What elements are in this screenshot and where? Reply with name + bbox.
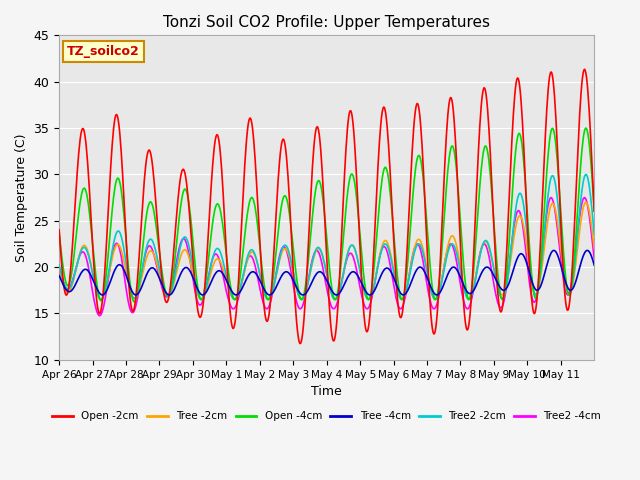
Tree -4cm (383, 265, 390, 271)
Legend: Open -2cm, Tree -2cm, Open -4cm, Tree -4cm, Tree2 -2cm, Tree2 -4cm: Open -2cm, Tree -2cm, Open -4cm, Tree -4… (48, 407, 605, 426)
Tree2 -2cm (97, 297, 105, 302)
Line: Tree2 -2cm: Tree2 -2cm (59, 174, 595, 300)
Open -2cm (297, 341, 305, 347)
Tree2 -4cm (591, 256, 598, 262)
Tree2 -2cm (413, 244, 420, 250)
Tree2 -4cm (217, 263, 225, 269)
Open -4cm (131, 299, 138, 305)
Tree -4cm (584, 248, 591, 253)
Title: Tonzi Soil CO2 Profile: Upper Temperatures: Tonzi Soil CO2 Profile: Upper Temperatur… (163, 15, 490, 30)
Open -4cm (591, 209, 598, 215)
Open -2cm (591, 208, 598, 214)
Tree -2cm (55, 264, 63, 270)
Y-axis label: Soil Temperature (C): Soil Temperature (C) (15, 133, 28, 262)
Line: Tree -4cm: Tree -4cm (59, 251, 595, 295)
Tree -4cm (264, 291, 271, 297)
Line: Open -2cm: Open -2cm (59, 69, 595, 344)
Tree2 -4cm (383, 247, 390, 252)
Text: TZ_soilco2: TZ_soilco2 (67, 45, 140, 58)
Open -2cm (263, 319, 271, 324)
Tree2 -2cm (591, 232, 598, 238)
Open -2cm (580, 66, 588, 72)
Tree2 -2cm (383, 241, 390, 247)
Line: Open -4cm: Open -4cm (59, 128, 595, 302)
X-axis label: Time: Time (311, 385, 342, 398)
Tree -2cm (119, 252, 127, 258)
Tree -2cm (591, 246, 598, 252)
Tree -4cm (55, 273, 63, 278)
Tree2 -2cm (264, 297, 271, 302)
Open -4cm (413, 160, 420, 166)
Tree -4cm (99, 292, 106, 298)
Open -2cm (118, 160, 126, 166)
Tree2 -4cm (413, 241, 420, 247)
Tree2 -4cm (96, 313, 104, 319)
Open -4cm (582, 125, 589, 131)
Tree -2cm (413, 239, 420, 245)
Tree2 -2cm (582, 171, 589, 177)
Open -2cm (413, 102, 420, 108)
Tree2 -2cm (217, 251, 225, 257)
Tree -4cm (591, 262, 598, 268)
Open -4cm (244, 210, 252, 216)
Tree2 -4cm (119, 262, 127, 268)
Tree -4cm (119, 264, 127, 270)
Tree2 -2cm (55, 262, 63, 268)
Open -4cm (55, 230, 63, 236)
Open -2cm (216, 150, 224, 156)
Open -2cm (383, 116, 390, 121)
Tree -4cm (217, 269, 225, 275)
Open -4cm (217, 211, 225, 217)
Tree -2cm (264, 297, 271, 302)
Open -2cm (55, 227, 63, 233)
Tree2 -4cm (580, 195, 588, 201)
Tree -4cm (413, 267, 420, 273)
Tree2 -4cm (55, 266, 63, 272)
Open -4cm (264, 297, 271, 302)
Open -4cm (383, 166, 390, 171)
Tree -2cm (97, 297, 105, 302)
Tree -2cm (217, 260, 225, 266)
Tree -2cm (383, 238, 390, 244)
Open -2cm (243, 134, 251, 140)
Tree -2cm (582, 199, 589, 205)
Line: Tree -2cm: Tree -2cm (59, 202, 595, 300)
Open -4cm (118, 192, 126, 198)
Tree2 -2cm (119, 240, 127, 245)
Line: Tree2 -4cm: Tree2 -4cm (59, 198, 595, 316)
Tree2 -4cm (244, 257, 252, 263)
Tree -2cm (244, 257, 252, 263)
Tree2 -4cm (264, 305, 271, 311)
Tree2 -2cm (244, 254, 252, 260)
Tree -4cm (244, 274, 252, 280)
